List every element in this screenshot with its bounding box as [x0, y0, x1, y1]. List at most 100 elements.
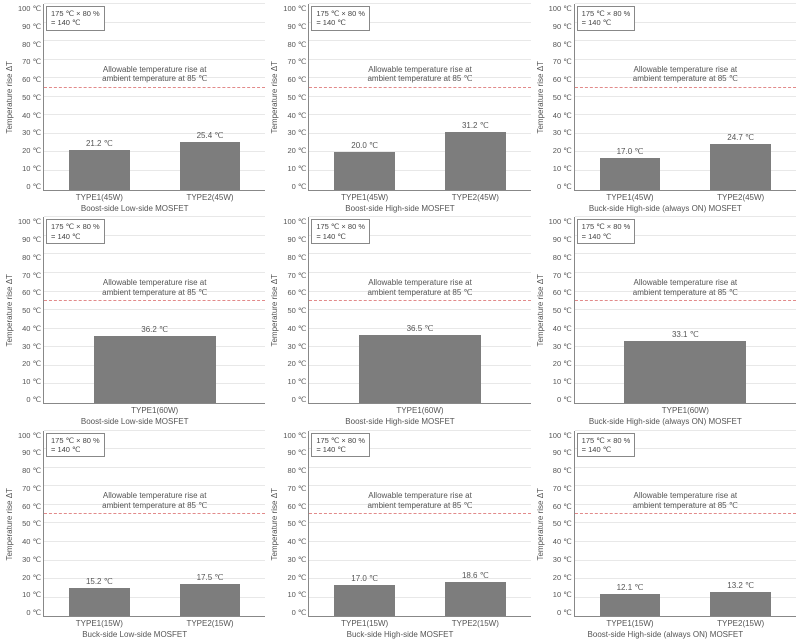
formula-line: 175 ℃ × 80 %	[582, 9, 631, 18]
y-tick: 60 ℃	[15, 75, 41, 84]
y-tick: 50 ℃	[15, 93, 41, 102]
panel-subtitle: Buck-side High-side MOSFET	[269, 628, 530, 640]
formula-box: 175 ℃ × 80 %= 140 ℃	[46, 433, 105, 458]
y-tick: 100 ℃	[280, 431, 306, 440]
y-tick: 40 ℃	[546, 537, 572, 546]
bar-value-label: 21.2 ℃	[86, 139, 113, 148]
x-tick: TYPE1(60W)	[309, 404, 530, 415]
chart-panel: Temperature rise ΔT0 ℃10 ℃20 ℃30 ℃40 ℃50…	[535, 217, 796, 426]
x-ticks: TYPE1(60W)	[44, 404, 265, 415]
y-tick: 20 ℃	[546, 146, 572, 155]
y-ticks: 0 ℃10 ℃20 ℃30 ℃40 ℃50 ℃60 ℃70 ℃80 ℃90 ℃1…	[280, 431, 308, 618]
bar	[600, 594, 661, 616]
bars-container: 17.0 ℃24.7 ℃	[575, 4, 796, 190]
allowable-line: ambient temperature at 85 ℃	[579, 74, 792, 84]
formula-line: 175 ℃ × 80 %	[51, 222, 100, 231]
chart-panel: Temperature rise ΔT0 ℃10 ℃20 ℃30 ℃40 ℃50…	[4, 4, 265, 213]
formula-line: 175 ℃ × 80 %	[51, 9, 100, 18]
x-tick: TYPE2(45W)	[155, 191, 266, 202]
formula-box: 175 ℃ × 80 %= 140 ℃	[311, 433, 370, 458]
y-axis-label: Temperature rise ΔT	[269, 431, 280, 618]
y-tick: 50 ℃	[546, 519, 572, 528]
y-ticks: 0 ℃10 ℃20 ℃30 ℃40 ℃50 ℃60 ℃70 ℃80 ℃90 ℃1…	[15, 4, 43, 191]
y-ticks: 0 ℃10 ℃20 ℃30 ℃40 ℃50 ℃60 ℃70 ℃80 ℃90 ℃1…	[546, 4, 574, 191]
y-tick: 90 ℃	[280, 448, 306, 457]
chart-grid: Temperature rise ΔT0 ℃10 ℃20 ℃30 ℃40 ℃50…	[0, 0, 800, 644]
plot-area: 175 ℃ × 80 %= 140 ℃Allowable temperature…	[43, 431, 265, 618]
bar	[180, 142, 241, 189]
y-tick: 20 ℃	[15, 146, 41, 155]
formula-line: = 140 ℃	[582, 232, 631, 241]
y-tick: 10 ℃	[15, 377, 41, 386]
y-tick: 0 ℃	[15, 182, 41, 191]
x-ticks: TYPE1(60W)	[309, 404, 530, 415]
y-tick: 90 ℃	[280, 22, 306, 31]
bar	[624, 341, 746, 402]
x-tick: TYPE2(45W)	[420, 191, 531, 202]
formula-line: = 140 ℃	[316, 445, 365, 454]
y-tick: 90 ℃	[15, 235, 41, 244]
y-ticks: 0 ℃10 ℃20 ℃30 ℃40 ℃50 ℃60 ℃70 ℃80 ℃90 ℃1…	[280, 4, 308, 191]
formula-line: 175 ℃ × 80 %	[316, 436, 365, 445]
y-tick: 70 ℃	[546, 57, 572, 66]
allowable-line: Allowable temperature rise at	[579, 491, 792, 501]
bars-container: 17.0 ℃18.6 ℃	[309, 431, 530, 617]
bar-value-label: 15.2 ℃	[86, 577, 113, 586]
y-tick: 10 ℃	[280, 590, 306, 599]
y-ticks: 0 ℃10 ℃20 ℃30 ℃40 ℃50 ℃60 ℃70 ℃80 ℃90 ℃1…	[15, 217, 43, 404]
y-tick: 0 ℃	[280, 395, 306, 404]
chart-panel: Temperature rise ΔT0 ℃10 ℃20 ℃30 ℃40 ℃50…	[535, 431, 796, 640]
bar-slot: 13.2 ℃	[685, 431, 796, 617]
allowable-line: Allowable temperature rise at	[579, 278, 792, 288]
y-tick: 90 ℃	[546, 448, 572, 457]
formula-line: = 140 ℃	[51, 232, 100, 241]
formula-box: 175 ℃ × 80 %= 140 ℃	[577, 219, 636, 244]
y-tick: 80 ℃	[15, 466, 41, 475]
y-axis-label: Temperature rise ΔT	[4, 4, 15, 191]
allowable-text: Allowable temperature rise atambient tem…	[309, 278, 530, 297]
formula-line: 175 ℃ × 80 %	[316, 222, 365, 231]
x-ticks: TYPE1(15W)TYPE2(15W)	[575, 617, 796, 628]
y-ticks: 0 ℃10 ℃20 ℃30 ℃40 ℃50 ℃60 ℃70 ℃80 ℃90 ℃1…	[546, 217, 574, 404]
panel-subtitle: Buck-side High-side (always ON) MOSFET	[535, 202, 796, 214]
y-tick: 70 ℃	[546, 271, 572, 280]
y-tick: 90 ℃	[15, 22, 41, 31]
allowable-line: Allowable temperature rise at	[48, 278, 261, 288]
bar-slot: 20.0 ℃	[309, 4, 420, 190]
bar	[359, 335, 481, 403]
x-tick: TYPE1(60W)	[575, 404, 796, 415]
y-tick: 40 ℃	[546, 111, 572, 120]
y-tick: 70 ℃	[280, 484, 306, 493]
x-tick: TYPE2(15W)	[685, 617, 796, 628]
panel-subtitle: Boost-side Low-side MOSFET	[4, 415, 265, 427]
bar-value-label: 13.2 ℃	[727, 581, 754, 590]
y-tick: 40 ℃	[280, 537, 306, 546]
plot-area: 175 ℃ × 80 %= 140 ℃ Allowable temperature…	[574, 431, 796, 618]
y-tick: 40 ℃	[546, 324, 572, 333]
x-tick: TYPE2(45W)	[685, 191, 796, 202]
y-tick: 30 ℃	[280, 555, 306, 564]
panel-subtitle: Boost-side High-side MOSFET	[269, 202, 530, 214]
formula-box: 175 ℃ × 80 %= 140 ℃	[46, 219, 105, 244]
formula-line: 175 ℃ × 80 %	[582, 222, 631, 231]
bar	[710, 144, 771, 190]
y-tick: 80 ℃	[15, 40, 41, 49]
bar-value-label: 36.2 ℃	[141, 325, 168, 334]
y-tick: 40 ℃	[280, 111, 306, 120]
y-tick: 100 ℃	[280, 4, 306, 13]
y-tick: 70 ℃	[280, 271, 306, 280]
bar-slot: 17.5 ℃	[155, 431, 266, 617]
allowable-line: ambient temperature at 85 ℃	[579, 288, 792, 298]
y-tick: 20 ℃	[15, 573, 41, 582]
y-tick: 70 ℃	[15, 484, 41, 493]
formula-box: 175 ℃ × 80 %= 140 ℃	[46, 6, 105, 31]
formula-line: = 140 ℃	[316, 232, 365, 241]
bar-value-label: 24.7 ℃	[727, 133, 754, 142]
formula-box: 175 ℃ × 80 %= 140 ℃	[577, 433, 636, 458]
allowable-line: ambient temperature at 85 ℃	[48, 288, 261, 298]
bar-value-label: 17.5 ℃	[197, 573, 224, 582]
y-tick: 50 ℃	[280, 93, 306, 102]
panel-subtitle: Boost-side High-side (always ON) MOSFET	[535, 628, 796, 640]
y-tick: 80 ℃	[546, 253, 572, 262]
bar-slot: 12.1 ℃	[575, 431, 686, 617]
